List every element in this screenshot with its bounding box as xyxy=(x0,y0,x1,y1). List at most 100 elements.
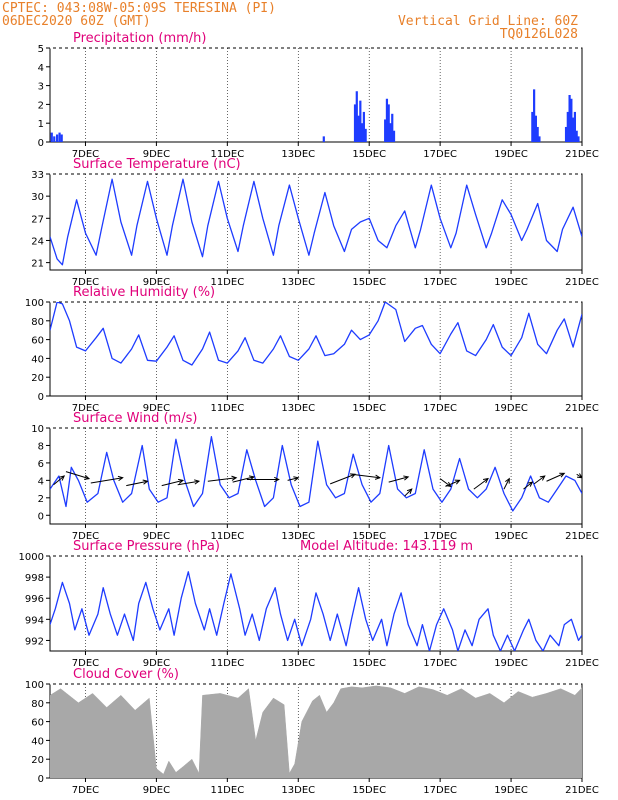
wind-arrow-head xyxy=(274,476,280,483)
surface-wind-ytick-label: 2 xyxy=(38,494,44,505)
wind-arrow-head xyxy=(178,478,185,484)
precipitation-ytick-label: 4 xyxy=(38,63,44,74)
wind-arrow-head xyxy=(59,475,66,481)
cloud-cover-ytick-label: 0 xyxy=(38,774,44,785)
relative-humidity-ytick-label: 40 xyxy=(31,354,44,365)
wind-arrow-head xyxy=(194,479,201,485)
precipitation-bar xyxy=(538,136,541,142)
precipitation-bar xyxy=(385,98,389,142)
header-code: TQ0126L028 xyxy=(500,27,578,42)
wind-arrow-shaft xyxy=(232,476,255,483)
precipitation-bar xyxy=(577,136,580,142)
surface-wind-xtick-label: 7DEC xyxy=(72,531,99,542)
precipitation-bar xyxy=(322,136,325,142)
relative-humidity-line xyxy=(50,302,582,366)
wind-arrow-shaft xyxy=(207,477,237,482)
precipitation-bar xyxy=(570,98,573,142)
precipitation-ytick-label: 1 xyxy=(38,119,44,130)
precipitation-xtick-label: 15DEC xyxy=(352,149,386,160)
surface-wind-ytick-label: 8 xyxy=(38,441,44,452)
wind-arrow-shaft xyxy=(126,480,148,487)
precipitation-bar xyxy=(566,111,569,142)
wind-arrow-head xyxy=(117,475,124,482)
surface-temperature-line xyxy=(50,178,582,266)
relative-humidity-xtick-label: 11DEC xyxy=(210,403,244,414)
surface-pressure-xtick-label: 21DEC xyxy=(565,658,599,669)
wind-arrow-shaft xyxy=(523,481,533,490)
relative-humidity-plot-area xyxy=(50,302,582,366)
cloud-cover-xtick-label: 19DEC xyxy=(494,785,528,796)
precipitation-bar xyxy=(392,130,396,142)
wind-arrow-shaft xyxy=(473,478,489,490)
surface-wind-xtick-label: 15DEC xyxy=(352,531,386,542)
wind-arrow-head xyxy=(293,476,300,482)
precipitation-bar xyxy=(60,134,63,142)
surface-wind-plot-area xyxy=(50,436,582,512)
surface-pressure-xtick-label: 15DEC xyxy=(352,658,386,669)
precipitation-bar xyxy=(391,113,394,142)
cloud-cover-xtick-label: 15DEC xyxy=(352,785,386,796)
precipitation-ytick-label: 0 xyxy=(38,138,44,149)
chart-header: CPTEC: 043:08W-05:09S TERESINA (PI) 06DE… xyxy=(2,1,578,42)
cloud-cover-area xyxy=(50,685,582,778)
precipitation-bar xyxy=(533,89,536,142)
wind-arrow-shaft xyxy=(287,477,299,481)
precipitation-bar xyxy=(531,111,534,142)
wind-arrow-shaft xyxy=(65,471,90,480)
precipitation-bar xyxy=(387,104,390,142)
header-grid-note: Vertical Grid Line: 60Z xyxy=(398,14,578,29)
surface-temperature-xtick-label: 9DEC xyxy=(143,277,170,288)
precipitation-xtick-label: 17DEC xyxy=(423,149,457,160)
surface-temperature-xtick-label: 17DEC xyxy=(423,277,457,288)
surface-temperature-ytick-label: 21 xyxy=(31,259,44,270)
precipitation-plot-area xyxy=(50,89,580,142)
precipitation-bar xyxy=(564,126,568,142)
wind-arrow-head xyxy=(483,477,489,484)
surface-temperature-xtick-label: 21DEC xyxy=(565,277,599,288)
precipitation-xtick-label: 11DEC xyxy=(210,149,244,160)
cloud-cover-ytick-label: 100 xyxy=(25,680,44,691)
surface-pressure-line xyxy=(50,571,582,651)
surface-wind-ytick-label: 10 xyxy=(31,424,44,435)
precipitation-xtick-label: 7DEC xyxy=(72,149,99,160)
cloud-cover-xtick-label: 13DEC xyxy=(281,785,315,796)
surface-wind-ytick-label: 0 xyxy=(38,511,44,522)
cloud-cover-xtick-label: 11DEC xyxy=(210,785,244,796)
relative-humidity-ytick-label: 100 xyxy=(25,298,44,309)
surface-pressure-xtick-label: 9DEC xyxy=(143,658,170,669)
surface-wind-xtick-label: 17DEC xyxy=(423,531,457,542)
surface-wind-xtick-label: 11DEC xyxy=(210,531,244,542)
surface-pressure-panel: 7DEC 9DEC 11DEC 13DEC 15DEC 17DEC 19DEC 21DEC 99… xyxy=(19,539,599,669)
relative-humidity-ytick-label: 80 xyxy=(31,317,44,328)
surface-pressure-ytick-label: 992 xyxy=(25,636,44,647)
surface-pressure-plot-area xyxy=(50,571,582,651)
wind-arrow-shaft xyxy=(161,479,184,487)
wind-arrow-shaft xyxy=(404,488,413,497)
surface-temperature-plot-area xyxy=(50,178,582,266)
relative-humidity-xtick-label: 19DEC xyxy=(494,403,528,414)
relative-humidity-ytick-label: 0 xyxy=(38,392,44,403)
surface-temperature-xtick-label: 7DEC xyxy=(72,277,99,288)
surface-pressure-frame xyxy=(49,555,583,652)
surface-wind-line xyxy=(50,436,582,512)
surface-pressure-xtick-label: 7DEC xyxy=(72,658,99,669)
surface-pressure-ytick-label: 998 xyxy=(25,573,44,584)
header-date-line: 06DEC2020 60Z (GMT) xyxy=(2,14,151,29)
wind-arrow-shaft xyxy=(546,472,565,482)
wind-arrow-head xyxy=(505,477,510,484)
wind-arrow-head xyxy=(374,474,381,480)
precipitation-bar xyxy=(572,117,575,142)
wind-arrow-head xyxy=(231,475,238,481)
precipitation-panel: 7DEC 9DEC 11DEC 13DEC 15DEC 17DEC 19DEC 21DEC 0 1… xyxy=(38,31,599,160)
cloud-cover-xtick-label: 21DEC xyxy=(565,785,599,796)
relative-humidity-ytick-label: 20 xyxy=(31,373,44,384)
surface-temperature-xtick-label: 19DEC xyxy=(494,277,528,288)
wind-arrow-head xyxy=(142,479,149,485)
precipitation-ytick-label: 2 xyxy=(38,100,44,111)
surface-temperature-xtick-label: 13DEC xyxy=(281,277,315,288)
precipitation-bar xyxy=(50,132,53,142)
relative-humidity-ytick-label: 60 xyxy=(31,336,44,347)
surface-temperature-ytick-label: 27 xyxy=(31,214,44,225)
cloud-cover-ytick-label: 60 xyxy=(31,718,44,729)
